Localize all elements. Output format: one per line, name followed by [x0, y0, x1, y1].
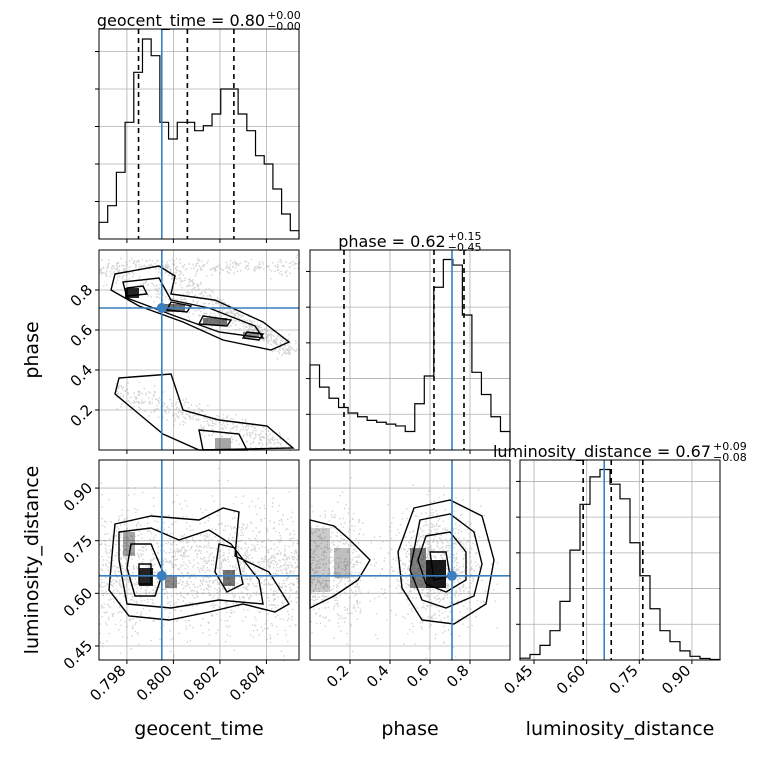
y-tick-label-luminosity_distance-0: 0.45: [60, 637, 96, 673]
y-tick-label-phase-0: 0.2: [67, 401, 97, 431]
histogram-phase: [309, 258, 511, 450]
contour-geocent_time-vs-luminosity_distance-4: [214, 543, 244, 593]
contour-phase-vs-luminosity_distance-1: [397, 499, 495, 625]
density-block-geocent_time-vs-phase-4: [215, 438, 231, 450]
contour-layer: [108, 265, 495, 625]
panel-title-phase: phase = 0.62: [338, 232, 445, 251]
contour-geocent_time-vs-luminosity_distance-1: [118, 527, 264, 609]
x-tick-label-geocent_time-2: 0.802: [179, 662, 222, 705]
panel-title-geocent_time: geocent_time = 0.80: [97, 11, 265, 31]
x-axis-label-luminosity_distance: luminosity_distance: [526, 718, 715, 740]
sample-points-geocent_time-vs-phase: [99, 254, 301, 452]
x-tick-label-luminosity_distance-0: 0.45: [500, 662, 536, 698]
panel-frame-geocent_time: [98, 28, 300, 240]
x-tick-label-geocent_time-1: 0.800: [133, 662, 176, 705]
density-block-geocent_time-vs-phase-2: [203, 318, 227, 325]
contour-geocent_time-vs-phase-4: [197, 315, 233, 327]
density-block-geocent_time-vs-luminosity_distance-3: [123, 532, 135, 556]
y-axis-label-luminosity_distance: luminosity_distance: [21, 466, 43, 655]
y-tick-label-phase-2: 0.6: [67, 321, 97, 351]
density-block-geocent_time-vs-luminosity_distance-1: [165, 576, 177, 588]
contour-geocent_time-vs-phase-5: [241, 331, 265, 341]
panel-title-lower-luminosity_distance: −0.08: [713, 451, 747, 464]
x-axis-label-geocent_time: geocent_time: [134, 718, 263, 740]
density-block-geocent_time-vs-phase-3: [243, 332, 259, 338]
panel-frame-geocent_time-vs-phase: [98, 249, 300, 451]
x-tick-label-geocent_time-3: 0.804: [226, 662, 269, 705]
panel-title-luminosity_distance: luminosity_distance = 0.67: [493, 442, 711, 462]
panel-title-main-geocent_time: geocent_time = 0.80: [97, 11, 265, 31]
histogram-luminosity_distance: [519, 468, 721, 661]
panel-title-upper-phase: +0.15: [448, 230, 482, 243]
panel-title-upper-luminosity_distance: +0.09: [713, 440, 747, 453]
histogram-geocent_time: [98, 38, 300, 239]
y-tick-label-phase-1: 0.4: [67, 361, 97, 391]
density-block-geocent_time-vs-luminosity_distance-2: [223, 570, 235, 586]
sample-points-geocent_time-vs-luminosity_distance: [99, 467, 301, 662]
panel-title-main-phase: phase = 0.62: [338, 232, 445, 251]
x-tick-label-luminosity_distance-3: 0.90: [658, 662, 694, 698]
x-tick-label-phase-2: 0.6: [403, 662, 433, 692]
x-tick-label-phase-0: 0.2: [323, 662, 353, 692]
density-block-phase-vs-luminosity_distance-0: [426, 560, 446, 588]
sample-points-phase-vs-luminosity_distance: [310, 477, 499, 661]
density-layer: [99, 254, 499, 662]
y-axis-label-phase: phase: [21, 321, 43, 378]
y-tick-label-luminosity_distance-2: 0.75: [60, 532, 96, 568]
text-layer: geocent_time = 0.80 +0.00−0.00 phase = 0.6…: [21, 9, 747, 740]
panel-frame-phase: [309, 249, 511, 451]
contour-geocent_time-vs-phase-0: [110, 265, 291, 351]
frame-layer: [95, 28, 721, 664]
x-tick-label-luminosity_distance-1: 0.60: [553, 662, 589, 698]
panel-frame-luminosity_distance: [519, 459, 721, 661]
truth-marker-phase-vs-luminosity_distance: [447, 570, 457, 581]
contour-geocent_time-vs-luminosity_distance-2: [126, 543, 164, 597]
density-block-phase-vs-luminosity_distance-1: [410, 548, 426, 588]
contour-geocent_time-vs-phase-1: [122, 277, 265, 339]
histogram-layer: [98, 29, 721, 661]
panel-frame-geocent_time-vs-luminosity_distance: [98, 459, 300, 661]
panel-frame-phase-vs-luminosity_distance: [309, 459, 511, 661]
grid-layer: [99, 29, 720, 660]
density-block-geocent_time-vs-luminosity_distance-0: [139, 568, 153, 586]
contour-geocent_time-vs-luminosity_distance-3: [138, 563, 152, 585]
density-block-geocent_time-vs-phase-0: [125, 288, 139, 298]
x-tick-label-phase-3: 0.8: [443, 662, 473, 692]
truth-layer: [99, 29, 606, 660]
contour-phase-vs-luminosity_distance-0: [309, 519, 371, 610]
contour-geocent_time-vs-phase-2: [126, 285, 149, 297]
density-block-phase-vs-luminosity_distance-3: [334, 548, 350, 578]
x-axis-label-phase: phase: [381, 718, 438, 740]
density-block-phase-vs-luminosity_distance-2: [310, 528, 330, 592]
x-tick-label-phase-1: 0.4: [363, 662, 393, 692]
contour-phase-vs-luminosity_distance-2: [409, 513, 483, 609]
x-tick-label-geocent_time-0: 0.798: [86, 662, 129, 705]
x-tick-label-luminosity_distance-2: 0.75: [606, 662, 642, 698]
contour-geocent_time-vs-phase-6: [114, 373, 295, 451]
truth-marker-geocent_time-vs-phase: [156, 303, 167, 313]
truth-marker-geocent_time-vs-luminosity_distance: [156, 570, 167, 581]
contour-geocent_time-vs-luminosity_distance-0: [108, 507, 290, 621]
panel-title-lower-geocent_time: −0.00: [267, 20, 301, 33]
y-tick-label-luminosity_distance-3: 0.90: [60, 479, 96, 515]
y-tick-label-luminosity_distance-1: 0.60: [60, 584, 96, 620]
panel-title-upper-geocent_time: +0.00: [267, 9, 301, 22]
panel-title-main-luminosity_distance: luminosity_distance = 0.67: [493, 442, 711, 462]
y-tick-label-phase-3: 0.8: [67, 281, 97, 311]
panel-title-lower-phase: −0.45: [448, 241, 482, 254]
